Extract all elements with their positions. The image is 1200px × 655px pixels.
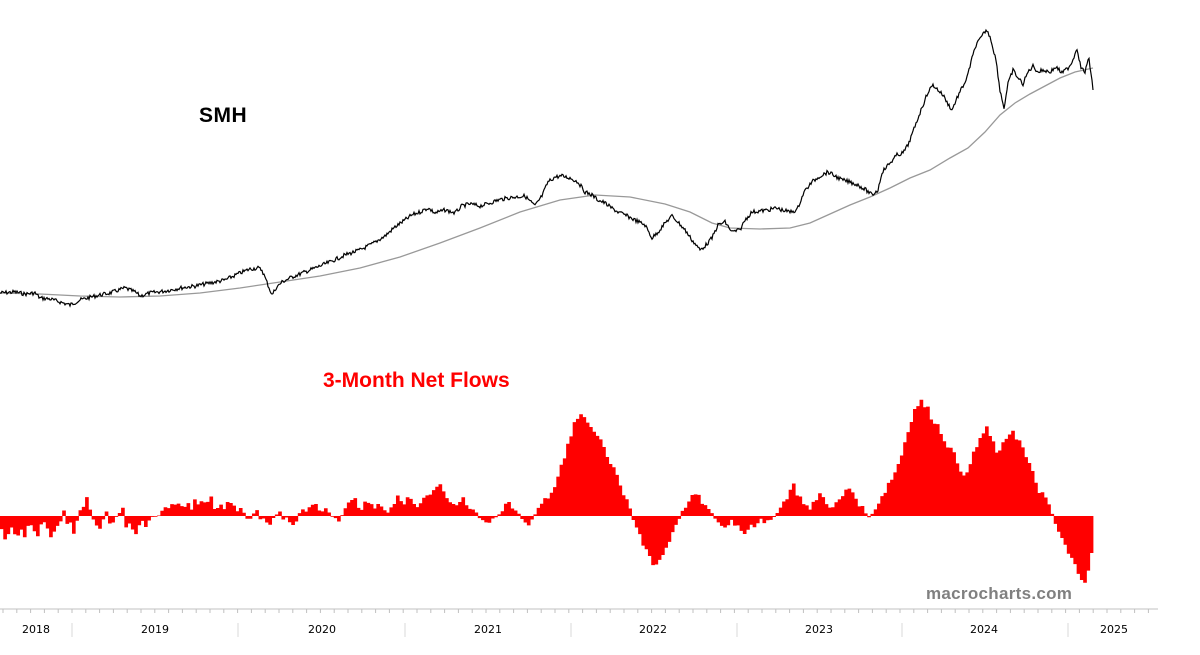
x-axis-year-label: 2020 — [308, 623, 336, 636]
x-axis-year-label: 2025 — [1100, 623, 1128, 636]
x-axis-year-label: 2022 — [639, 623, 667, 636]
watermark: macrocharts.com — [926, 584, 1073, 603]
price-chart-title: SMH — [199, 104, 248, 127]
x-axis-year-label: 2018 — [22, 623, 50, 636]
x-axis-year-label: 2021 — [474, 623, 502, 636]
x-axis-year-label: 2023 — [805, 623, 833, 636]
x-axis-year-label: 2024 — [970, 623, 998, 636]
x-axis-ticks — [2, 609, 1149, 613]
price-line — [0, 28, 1094, 308]
flows-chart-title: 3-Month Net Flows — [323, 369, 510, 392]
moving-average-line — [0, 67, 1094, 298]
x-axis-year-label: 2019 — [141, 623, 169, 636]
flows-bars — [0, 399, 1094, 583]
